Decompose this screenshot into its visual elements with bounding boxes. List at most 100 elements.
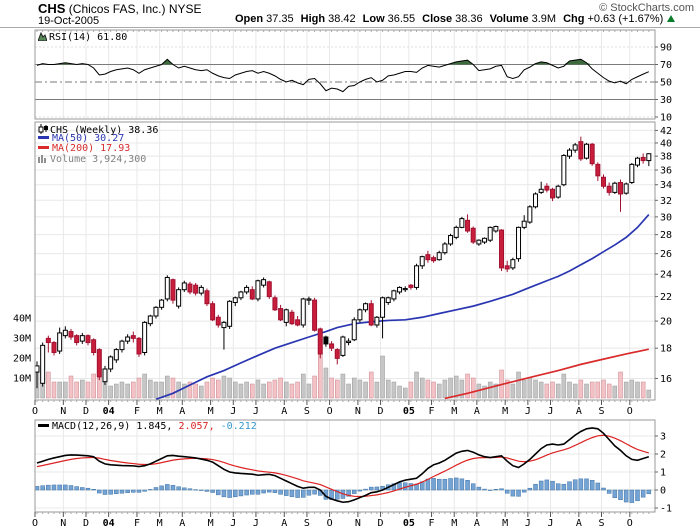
svg-text:20M: 20M	[13, 354, 31, 365]
quote-value-high: 38.42	[328, 13, 356, 25]
title-line: CHS (Chicos FAS, Inc.) NYSE	[38, 1, 202, 16]
rsi-panel	[35, 46, 655, 118]
svg-text:M: M	[157, 518, 163, 529]
svg-text:M: M	[157, 406, 163, 417]
change-up-icon	[667, 15, 676, 22]
legend-volume-row: Volume 3,924,300	[38, 154, 158, 166]
axis-labels: 4240383634323028262422201816907050301032…	[13, 30, 672, 529]
svg-text:O: O	[32, 518, 38, 529]
macd-legend-value: 1.845,	[136, 421, 173, 432]
svg-text:J: J	[253, 518, 259, 529]
svg-text:J: J	[547, 406, 553, 417]
svg-text:1: 1	[660, 468, 666, 479]
svg-text:26: 26	[660, 249, 672, 260]
svg-text:05: 05	[403, 518, 415, 529]
svg-text:18: 18	[660, 344, 672, 355]
svg-text:M: M	[451, 406, 457, 417]
price-candles	[34, 136, 652, 389]
svg-text:A: A	[281, 406, 287, 417]
svg-text:F: F	[429, 518, 435, 529]
svg-text:S: S	[598, 406, 604, 417]
svg-text:J: J	[547, 518, 553, 529]
macd-hist-value: -0.212	[220, 421, 257, 432]
company-name: (Chicos FAS, Inc.)	[68, 2, 166, 16]
legend-symbol-label: CHS (Weekly) 38.36	[50, 125, 159, 136]
svg-text:N: N	[355, 406, 361, 417]
svg-text:24: 24	[660, 270, 672, 281]
chart-header: CHS (Chicos FAS, Inc.) NYSE 19-Oct-2005 …	[0, 0, 700, 28]
exchange-name: NYSE	[168, 2, 202, 16]
moving-averages	[155, 214, 650, 401]
histogram-icon	[38, 154, 48, 166]
legend-ma50-label: MA(50) 30.27	[52, 133, 125, 144]
volume-bars	[34, 329, 652, 399]
legend-symbol-row: CHS (Weekly) 38.36	[38, 124, 159, 137]
svg-text:M: M	[208, 406, 214, 417]
svg-text:O: O	[627, 518, 633, 529]
rsi-overbought-fill	[37, 59, 649, 65]
svg-text:70: 70	[660, 60, 672, 71]
area-icon	[37, 31, 48, 44]
quote-value-open: 37.35	[266, 13, 294, 25]
svg-text:S: S	[304, 406, 310, 417]
quote-label-close: Close	[422, 13, 453, 25]
rsi-legend: RSI(14) 61.80	[37, 31, 128, 44]
rsi-legend-label: RSI(14) 61.80	[49, 32, 128, 43]
svg-text:42: 42	[660, 126, 672, 137]
svg-text:M: M	[502, 518, 508, 529]
quote-value-low: 36.55	[387, 13, 416, 25]
svg-text:90: 90	[660, 43, 672, 54]
svg-text:0: 0	[660, 486, 666, 497]
legend-volume-label: Volume 3,924,300	[50, 154, 147, 165]
svg-text:O: O	[327, 518, 333, 529]
svg-text:M: M	[502, 406, 508, 417]
svg-text:S: S	[304, 518, 310, 529]
svg-text:3: 3	[660, 432, 666, 443]
svg-text:A: A	[281, 518, 287, 529]
svg-text:F: F	[134, 406, 140, 417]
svg-text:O: O	[627, 406, 633, 417]
quote-label-open: Open	[235, 13, 264, 25]
svg-text:J: J	[230, 518, 236, 529]
svg-text:50: 50	[660, 78, 672, 89]
svg-text:A: A	[179, 518, 185, 529]
svg-text:28: 28	[660, 230, 672, 241]
ma200-line-icon	[38, 146, 49, 149]
macd-legend-name: MACD(12,26,9)	[52, 421, 131, 432]
quote-value-volume: 3.9M	[531, 13, 557, 25]
candlestick-icon	[38, 124, 48, 137]
svg-text:M: M	[208, 518, 214, 529]
svg-text:22: 22	[660, 292, 672, 303]
quote-value-chg: +0.63 (+1.67%)	[587, 13, 664, 25]
svg-text:10M: 10M	[13, 374, 31, 385]
svg-text:34: 34	[660, 180, 672, 191]
svg-text:30: 30	[660, 212, 672, 223]
macd-legend: MACD(12,26,9) 1.845, 2.057, -0.212	[38, 422, 257, 432]
svg-text:D: D	[83, 518, 89, 529]
svg-text:O: O	[32, 406, 38, 417]
svg-text:S: S	[598, 518, 604, 529]
svg-text:40M: 40M	[13, 314, 31, 325]
svg-text:38: 38	[660, 152, 672, 163]
svg-text:A: A	[179, 406, 185, 417]
svg-text:A: A	[474, 406, 480, 417]
svg-text:N: N	[60, 406, 66, 417]
svg-text:04: 04	[103, 518, 115, 529]
svg-text:F: F	[134, 518, 140, 529]
main-legend: CHS (Weekly) 38.36 MA(50) 30.27 MA(200) …	[38, 124, 159, 166]
svg-text:O: O	[327, 406, 333, 417]
svg-text:F: F	[429, 406, 435, 417]
svg-text:N: N	[60, 518, 66, 529]
svg-text:40: 40	[660, 138, 672, 149]
svg-text:A: A	[576, 406, 582, 417]
legend-ma200-row: MA(200) 17.93	[38, 144, 158, 154]
svg-text:30M: 30M	[13, 334, 31, 345]
svg-text:20: 20	[660, 317, 672, 328]
quote-line: Open 37.35 High 38.42 Low 36.55 Close 38.36 Volu…	[228, 13, 676, 25]
svg-text:J: J	[525, 518, 531, 529]
svg-text:32: 32	[660, 196, 672, 207]
gridlines	[0, 27, 700, 512]
svg-text:-1: -1	[660, 504, 672, 515]
svg-text:D: D	[378, 406, 384, 417]
